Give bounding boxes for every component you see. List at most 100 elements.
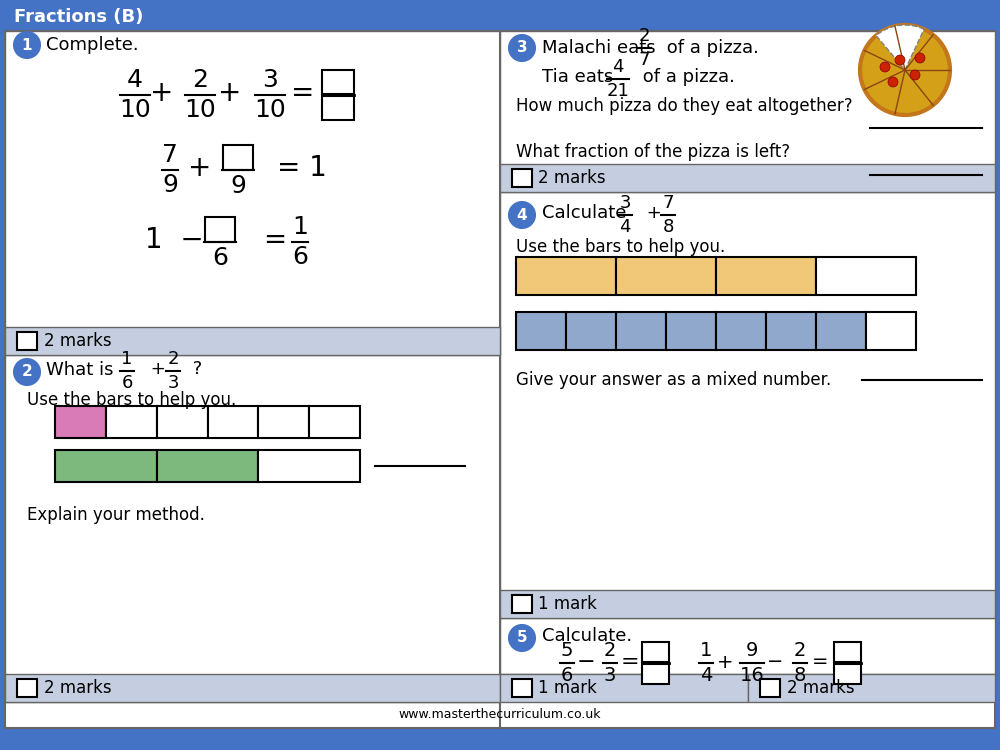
Text: +: +	[150, 79, 174, 107]
Text: +: +	[641, 204, 668, 222]
Wedge shape	[876, 25, 924, 70]
Bar	[748, 674, 995, 702]
Text: +: +	[717, 652, 733, 671]
Text: = 1: = 1	[277, 154, 327, 182]
Text: 5: 5	[561, 641, 573, 660]
Text: 2 marks: 2 marks	[787, 679, 855, 697]
Bar	[760, 679, 780, 697]
Bar	[866, 312, 916, 350]
Text: 4: 4	[517, 208, 527, 223]
Text: 21: 21	[607, 82, 629, 100]
Text: 2 marks: 2 marks	[44, 679, 112, 697]
Bar	[500, 590, 995, 618]
Circle shape	[880, 62, 890, 72]
Bar	[816, 257, 916, 295]
Text: 2: 2	[192, 68, 208, 92]
Bar	[834, 642, 860, 662]
Text: 2 marks: 2 marks	[538, 169, 606, 187]
Bar	[205, 217, 235, 242]
Text: 10: 10	[254, 98, 286, 122]
Text: 10: 10	[119, 98, 151, 122]
Circle shape	[888, 77, 898, 87]
Text: 7: 7	[638, 51, 650, 69]
Text: 8: 8	[662, 218, 674, 236]
Text: 2: 2	[794, 641, 806, 660]
Bar	[500, 164, 995, 192]
Bar	[309, 406, 360, 438]
Text: Malachi eats: Malachi eats	[542, 39, 661, 57]
Text: 3: 3	[167, 374, 179, 392]
Text: =: =	[255, 226, 287, 254]
Text: 4: 4	[619, 218, 631, 236]
Text: Use the bars to help you.: Use the bars to help you.	[27, 391, 236, 409]
Circle shape	[860, 25, 950, 115]
Bar	[512, 595, 532, 613]
Bar	[223, 145, 253, 170]
Text: of a pizza.: of a pizza.	[637, 68, 735, 86]
Circle shape	[915, 53, 925, 63]
Text: =: =	[291, 79, 315, 107]
Bar	[55, 406, 106, 438]
Text: Tia eats: Tia eats	[542, 68, 619, 86]
Text: 9: 9	[746, 641, 758, 660]
Bar	[566, 312, 616, 350]
Text: 2: 2	[604, 641, 616, 660]
Circle shape	[509, 625, 535, 651]
Bar	[642, 664, 668, 684]
Text: Calculate: Calculate	[542, 204, 632, 222]
Bar	[716, 312, 766, 350]
Text: 16: 16	[740, 666, 764, 685]
Bar	[512, 679, 532, 697]
Bar	[322, 70, 354, 94]
Bar	[716, 257, 816, 295]
Bar	[500, 618, 995, 674]
Circle shape	[895, 55, 905, 65]
Text: 1 mark: 1 mark	[538, 595, 597, 613]
Text: 6: 6	[561, 666, 573, 685]
Text: 1 mark: 1 mark	[538, 679, 597, 697]
Text: =: =	[621, 652, 639, 672]
Text: 1: 1	[22, 38, 32, 52]
Text: of a pizza.: of a pizza.	[661, 39, 759, 57]
Text: 6: 6	[212, 246, 228, 270]
Bar	[500, 31, 995, 192]
Text: Fractions (B): Fractions (B)	[14, 8, 143, 26]
Text: ?: ?	[187, 360, 202, 378]
Bar	[666, 312, 716, 350]
Text: 10: 10	[184, 98, 216, 122]
Text: www.masterthecurriculum.co.uk: www.masterthecurriculum.co.uk	[399, 709, 601, 722]
Text: 2: 2	[638, 27, 650, 45]
Text: Complete.: Complete.	[46, 36, 139, 54]
Text: 2: 2	[22, 364, 32, 380]
Circle shape	[14, 359, 40, 385]
Text: 1: 1	[700, 641, 712, 660]
Text: 9: 9	[230, 174, 246, 198]
Text: 4: 4	[127, 68, 143, 92]
Text: +: +	[188, 154, 212, 182]
Text: What is: What is	[46, 361, 119, 379]
Bar	[208, 406, 258, 438]
Text: 2: 2	[167, 350, 179, 368]
Bar	[516, 257, 616, 295]
Text: 3: 3	[604, 666, 616, 685]
Text: 5: 5	[517, 631, 527, 646]
Bar	[616, 312, 666, 350]
Bar	[322, 96, 354, 120]
Text: 2 marks: 2 marks	[44, 332, 112, 350]
Bar	[17, 679, 37, 697]
Bar	[258, 406, 309, 438]
Bar	[106, 406, 157, 438]
Bar	[5, 674, 500, 702]
Text: Give your answer as a mixed number.: Give your answer as a mixed number.	[516, 371, 831, 389]
Circle shape	[509, 35, 535, 61]
Bar	[258, 450, 360, 482]
Bar	[5, 5, 995, 28]
Circle shape	[910, 70, 920, 80]
Text: +: +	[218, 79, 242, 107]
Text: −: −	[767, 652, 783, 671]
Text: 4: 4	[612, 58, 624, 76]
Text: 1  −: 1 −	[145, 226, 204, 254]
Bar	[5, 327, 500, 355]
Bar	[766, 312, 816, 350]
Text: 8: 8	[794, 666, 806, 685]
